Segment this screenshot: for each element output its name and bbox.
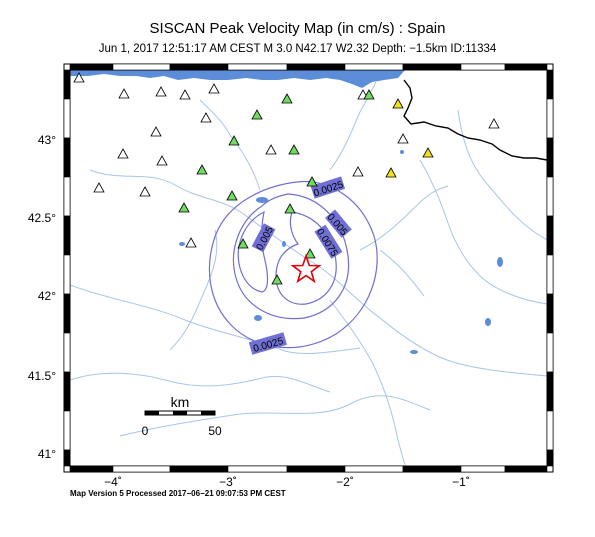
map-frame xyxy=(63,63,554,473)
longitude-labels: −4˚ −3˚ −2˚ −1˚ xyxy=(104,475,470,489)
station-triangle-icon xyxy=(73,72,85,83)
station-triangle-icon xyxy=(288,144,300,155)
lon-label-minus1: −1˚ xyxy=(452,475,470,489)
sea-water xyxy=(70,70,405,88)
station-triangle-icon xyxy=(118,88,130,99)
latitude-labels: 43° 42.5° 42° 41.5° 41° xyxy=(28,133,56,461)
station-triangle-icon xyxy=(196,164,208,175)
station-triangle-icon xyxy=(237,238,249,249)
station-triangle-icon xyxy=(155,86,167,97)
reservoirs xyxy=(179,150,503,354)
map-footer: Map Version 5 Processed 2017−06−21 09:07… xyxy=(70,489,286,498)
map-body: 0.0025 0.005 0.0075 0.005 0.0025 xyxy=(70,70,547,466)
station-triangle-icon xyxy=(93,182,105,193)
station-triangle-icon xyxy=(488,118,500,129)
lat-label-42.5: 42.5° xyxy=(28,211,56,225)
country-border xyxy=(403,79,547,161)
rivers xyxy=(70,81,547,466)
lon-label-minus2: −2˚ xyxy=(336,475,354,489)
station-triangle-icon xyxy=(200,112,212,123)
map-subtitle: Jun 1, 2017 12:51:17 AM CEST M 3.0 N42.1… xyxy=(98,43,497,55)
station-triangle-icon xyxy=(208,83,220,94)
station-triangle-icon xyxy=(150,126,162,137)
station-triangle-icon xyxy=(284,203,296,214)
map-title: SISCAN Peak Velocity Map (in cm/s) : Spa… xyxy=(149,20,446,37)
lat-label-41: 41° xyxy=(38,447,56,461)
contour-0.005 xyxy=(232,193,350,320)
lat-label-42: 42° xyxy=(38,289,56,303)
station-triangle-icon xyxy=(251,109,263,120)
station-triangle-icon xyxy=(422,147,434,158)
station-triangle-icon xyxy=(352,166,364,177)
scale-bar-unit: km xyxy=(171,394,190,410)
lat-label-43: 43° xyxy=(38,133,56,147)
lon-label-minus4: −4˚ xyxy=(104,475,122,489)
station-triangle-icon xyxy=(363,89,375,100)
station-triangle-icon xyxy=(179,89,191,100)
station-triangle-icon xyxy=(156,155,168,166)
station-triangle-icon xyxy=(139,186,151,197)
scale-bar-end: 50 xyxy=(208,424,222,438)
station-triangle-icon xyxy=(304,248,316,259)
station-triangle-icon xyxy=(228,135,240,146)
station-triangle-icon xyxy=(265,144,277,155)
lat-label-41.5: 41.5° xyxy=(28,369,56,383)
station-triangle-icon xyxy=(397,133,409,144)
station-triangle-icon xyxy=(178,202,190,213)
station-triangle-icon xyxy=(306,176,318,187)
scale-bar: km 0 50 xyxy=(142,394,222,438)
station-triangle-icon xyxy=(226,190,238,201)
stations xyxy=(73,72,500,285)
station-triangle-icon xyxy=(281,93,293,104)
star-icon xyxy=(290,253,322,284)
station-triangle-icon xyxy=(117,148,129,159)
lon-label-minus3: −3˚ xyxy=(219,475,237,489)
station-triangle-icon xyxy=(271,274,283,285)
station-triangle-icon xyxy=(385,167,397,178)
contour-0.0025 xyxy=(208,180,378,349)
station-triangle-icon xyxy=(392,98,404,109)
station-triangle-icon xyxy=(185,237,197,248)
scale-bar-start: 0 xyxy=(142,424,149,438)
